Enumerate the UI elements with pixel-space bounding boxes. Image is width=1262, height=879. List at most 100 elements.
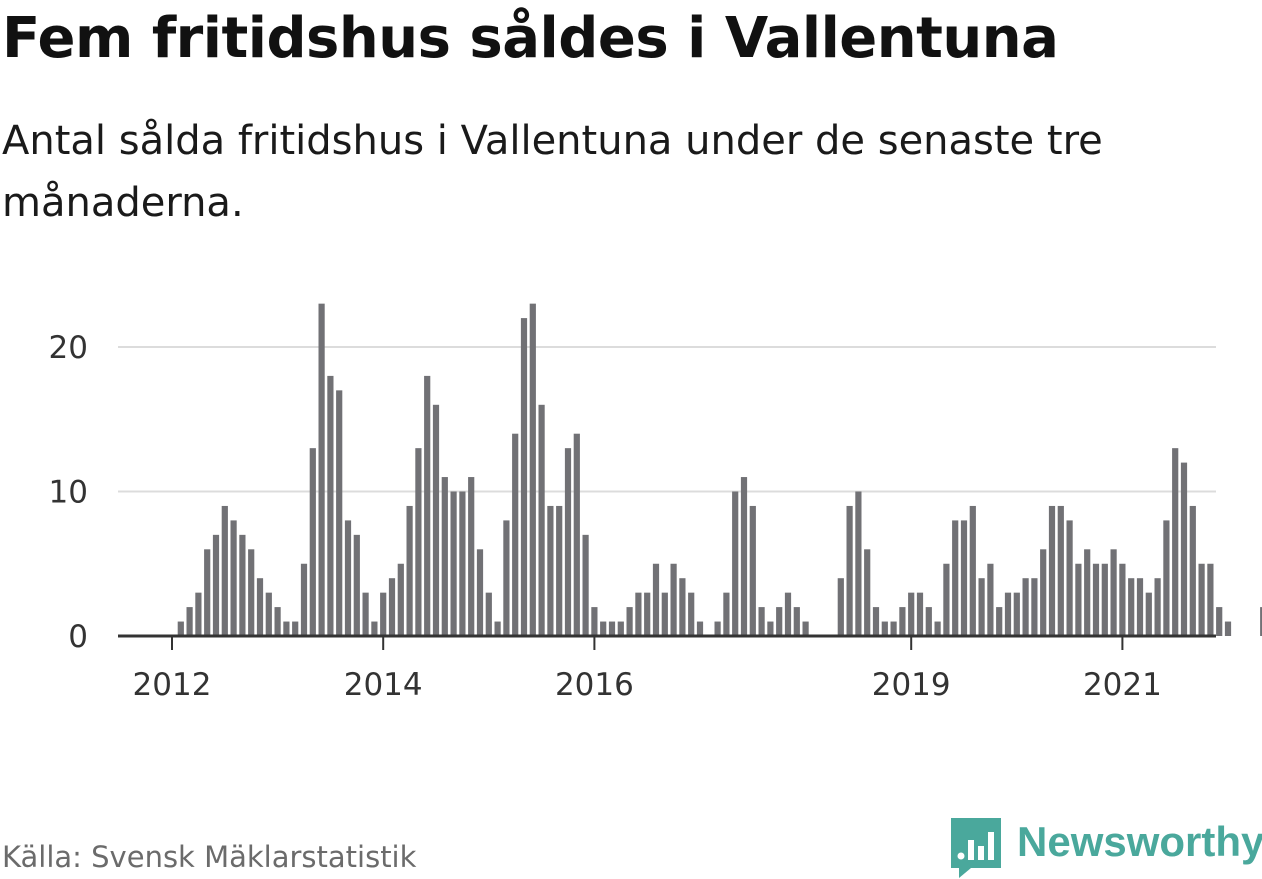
bar [1110,549,1117,636]
bar [1189,505,1196,636]
bar [450,491,457,636]
bar [864,549,871,636]
bar [890,621,897,636]
bar [1066,520,1073,636]
bar [881,621,888,636]
bar [406,505,413,636]
bar [1075,563,1082,636]
x-tick-label: 2021 [1083,667,1162,703]
bar [1031,578,1038,636]
x-tick-label: 2012 [133,667,212,703]
bar [424,375,431,636]
bar [397,563,404,636]
bar [916,592,924,636]
bar [1180,462,1188,636]
bar [256,578,264,636]
bar [644,592,651,636]
logo-text: Newsworthy [1017,818,1262,865]
bar [1216,607,1223,636]
bar [1101,563,1108,636]
bar [230,520,237,636]
bar [204,549,211,636]
bar [635,592,642,636]
bar [1004,592,1012,636]
y-tick-label: 0 [68,619,88,655]
bar [960,520,968,636]
bar [670,563,677,636]
bar [520,318,528,636]
bar [432,404,440,636]
bar [626,607,633,636]
bar [652,563,660,636]
bar [441,477,448,636]
bar [564,448,572,636]
x-axis: 201220142016201920212023 [118,634,1216,703]
bar [344,520,352,636]
y-tick-label: 10 [49,475,88,511]
bar [1119,563,1126,636]
source-note: Källa: Svensk Mäklarstatistik [2,840,417,874]
bar [265,592,272,636]
bar [688,592,695,636]
bar [758,607,765,636]
bar [538,404,545,636]
bar [749,505,756,636]
bar [318,303,325,636]
bar [221,505,228,636]
bar [1013,592,1020,636]
bar [529,303,536,636]
bar [617,621,624,636]
bar [952,520,959,636]
bar [1040,549,1047,636]
bar [380,592,387,636]
bar [388,578,396,636]
bar [485,592,492,636]
bar [987,563,994,636]
bar [327,375,334,636]
bar [274,607,281,636]
bar [239,534,246,636]
newsworthy-logo: Newsworthy [951,818,1262,878]
bar [362,592,369,636]
y-axis-ticks: 0 10 20 [49,330,88,655]
bar [1128,578,1135,636]
bar [776,607,783,636]
bar [371,621,378,636]
bar [459,491,466,636]
bar [600,621,607,636]
bar [899,607,906,636]
bar [283,621,290,636]
bar [872,607,880,636]
bar [1172,448,1179,636]
bar [415,448,422,636]
bar [300,563,308,636]
gridlines [118,346,1216,493]
bar [1163,520,1170,636]
bar [740,477,748,636]
x-tick-label: 2014 [344,667,423,703]
bar [608,621,616,636]
bar [476,549,484,636]
bar [925,607,932,636]
chart-subtitle: Antal sålda fritidshus i Vallentuna unde… [2,118,1103,226]
bar [512,433,519,636]
bar [1084,549,1091,636]
bar [723,592,730,636]
bar [934,621,941,636]
bar [969,505,976,636]
bar [1198,563,1205,636]
bar [784,592,792,636]
bar [696,621,704,636]
bar [195,592,202,636]
bar [1207,563,1214,636]
bar [732,491,739,636]
bar [661,592,668,636]
bar [212,534,220,636]
bar [908,592,915,636]
bar [556,505,563,636]
bar [1048,505,1056,636]
bar [1154,578,1161,636]
bar [978,578,985,636]
x-tick-label: 2016 [555,667,634,703]
